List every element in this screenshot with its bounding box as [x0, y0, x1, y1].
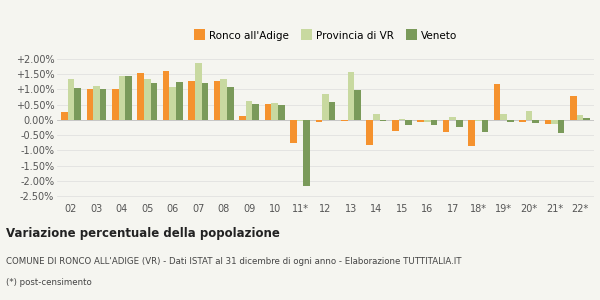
Bar: [424, 120, 431, 122]
Bar: [265, 104, 271, 120]
Bar: [551, 120, 558, 124]
Bar: [304, 120, 310, 186]
Bar: [577, 115, 583, 120]
Bar: [253, 104, 259, 120]
Bar: [532, 120, 539, 123]
Bar: [341, 120, 347, 122]
Bar: [329, 102, 335, 120]
Bar: [246, 101, 253, 120]
Bar: [456, 120, 463, 127]
Bar: [195, 63, 202, 120]
Bar: [449, 117, 456, 120]
Bar: [86, 89, 93, 120]
Bar: [405, 120, 412, 125]
Bar: [507, 120, 514, 122]
Bar: [125, 76, 132, 120]
Bar: [380, 120, 386, 122]
Bar: [519, 120, 526, 122]
Bar: [431, 120, 437, 125]
Bar: [398, 119, 405, 120]
Bar: [500, 114, 507, 120]
Bar: [271, 103, 278, 120]
Bar: [392, 120, 398, 130]
Bar: [570, 96, 577, 120]
Bar: [583, 118, 590, 120]
Bar: [227, 87, 233, 120]
Bar: [239, 116, 246, 120]
Bar: [214, 81, 220, 120]
Bar: [443, 120, 449, 131]
Bar: [278, 105, 284, 120]
Bar: [61, 112, 68, 120]
Bar: [494, 84, 500, 120]
Bar: [558, 120, 565, 133]
Text: COMUNE DI RONCO ALL'ADIGE (VR) - Dati ISTAT al 31 dicembre di ogni anno - Elabor: COMUNE DI RONCO ALL'ADIGE (VR) - Dati IS…: [6, 257, 461, 266]
Bar: [169, 87, 176, 120]
Bar: [290, 120, 297, 143]
Bar: [137, 73, 144, 120]
Text: Variazione percentuale della popolazione: Variazione percentuale della popolazione: [6, 227, 280, 240]
Bar: [297, 120, 304, 121]
Bar: [119, 76, 125, 120]
Bar: [68, 80, 74, 120]
Bar: [468, 120, 475, 146]
Bar: [354, 90, 361, 120]
Bar: [316, 120, 322, 122]
Bar: [144, 80, 151, 120]
Bar: [176, 82, 183, 120]
Bar: [163, 71, 169, 120]
Bar: [202, 82, 208, 120]
Bar: [418, 120, 424, 122]
Bar: [482, 120, 488, 131]
Legend: Ronco all'Adige, Provincia di VR, Veneto: Ronco all'Adige, Provincia di VR, Veneto: [190, 26, 461, 45]
Bar: [112, 89, 119, 120]
Bar: [526, 111, 532, 120]
Text: (*) post-censimento: (*) post-censimento: [6, 278, 92, 287]
Bar: [475, 120, 482, 122]
Bar: [151, 82, 157, 120]
Bar: [545, 120, 551, 124]
Bar: [74, 88, 81, 120]
Bar: [188, 81, 195, 120]
Bar: [220, 79, 227, 120]
Bar: [347, 71, 354, 120]
Bar: [373, 114, 380, 120]
Bar: [322, 94, 329, 120]
Bar: [367, 120, 373, 145]
Bar: [100, 89, 106, 120]
Bar: [93, 86, 100, 120]
